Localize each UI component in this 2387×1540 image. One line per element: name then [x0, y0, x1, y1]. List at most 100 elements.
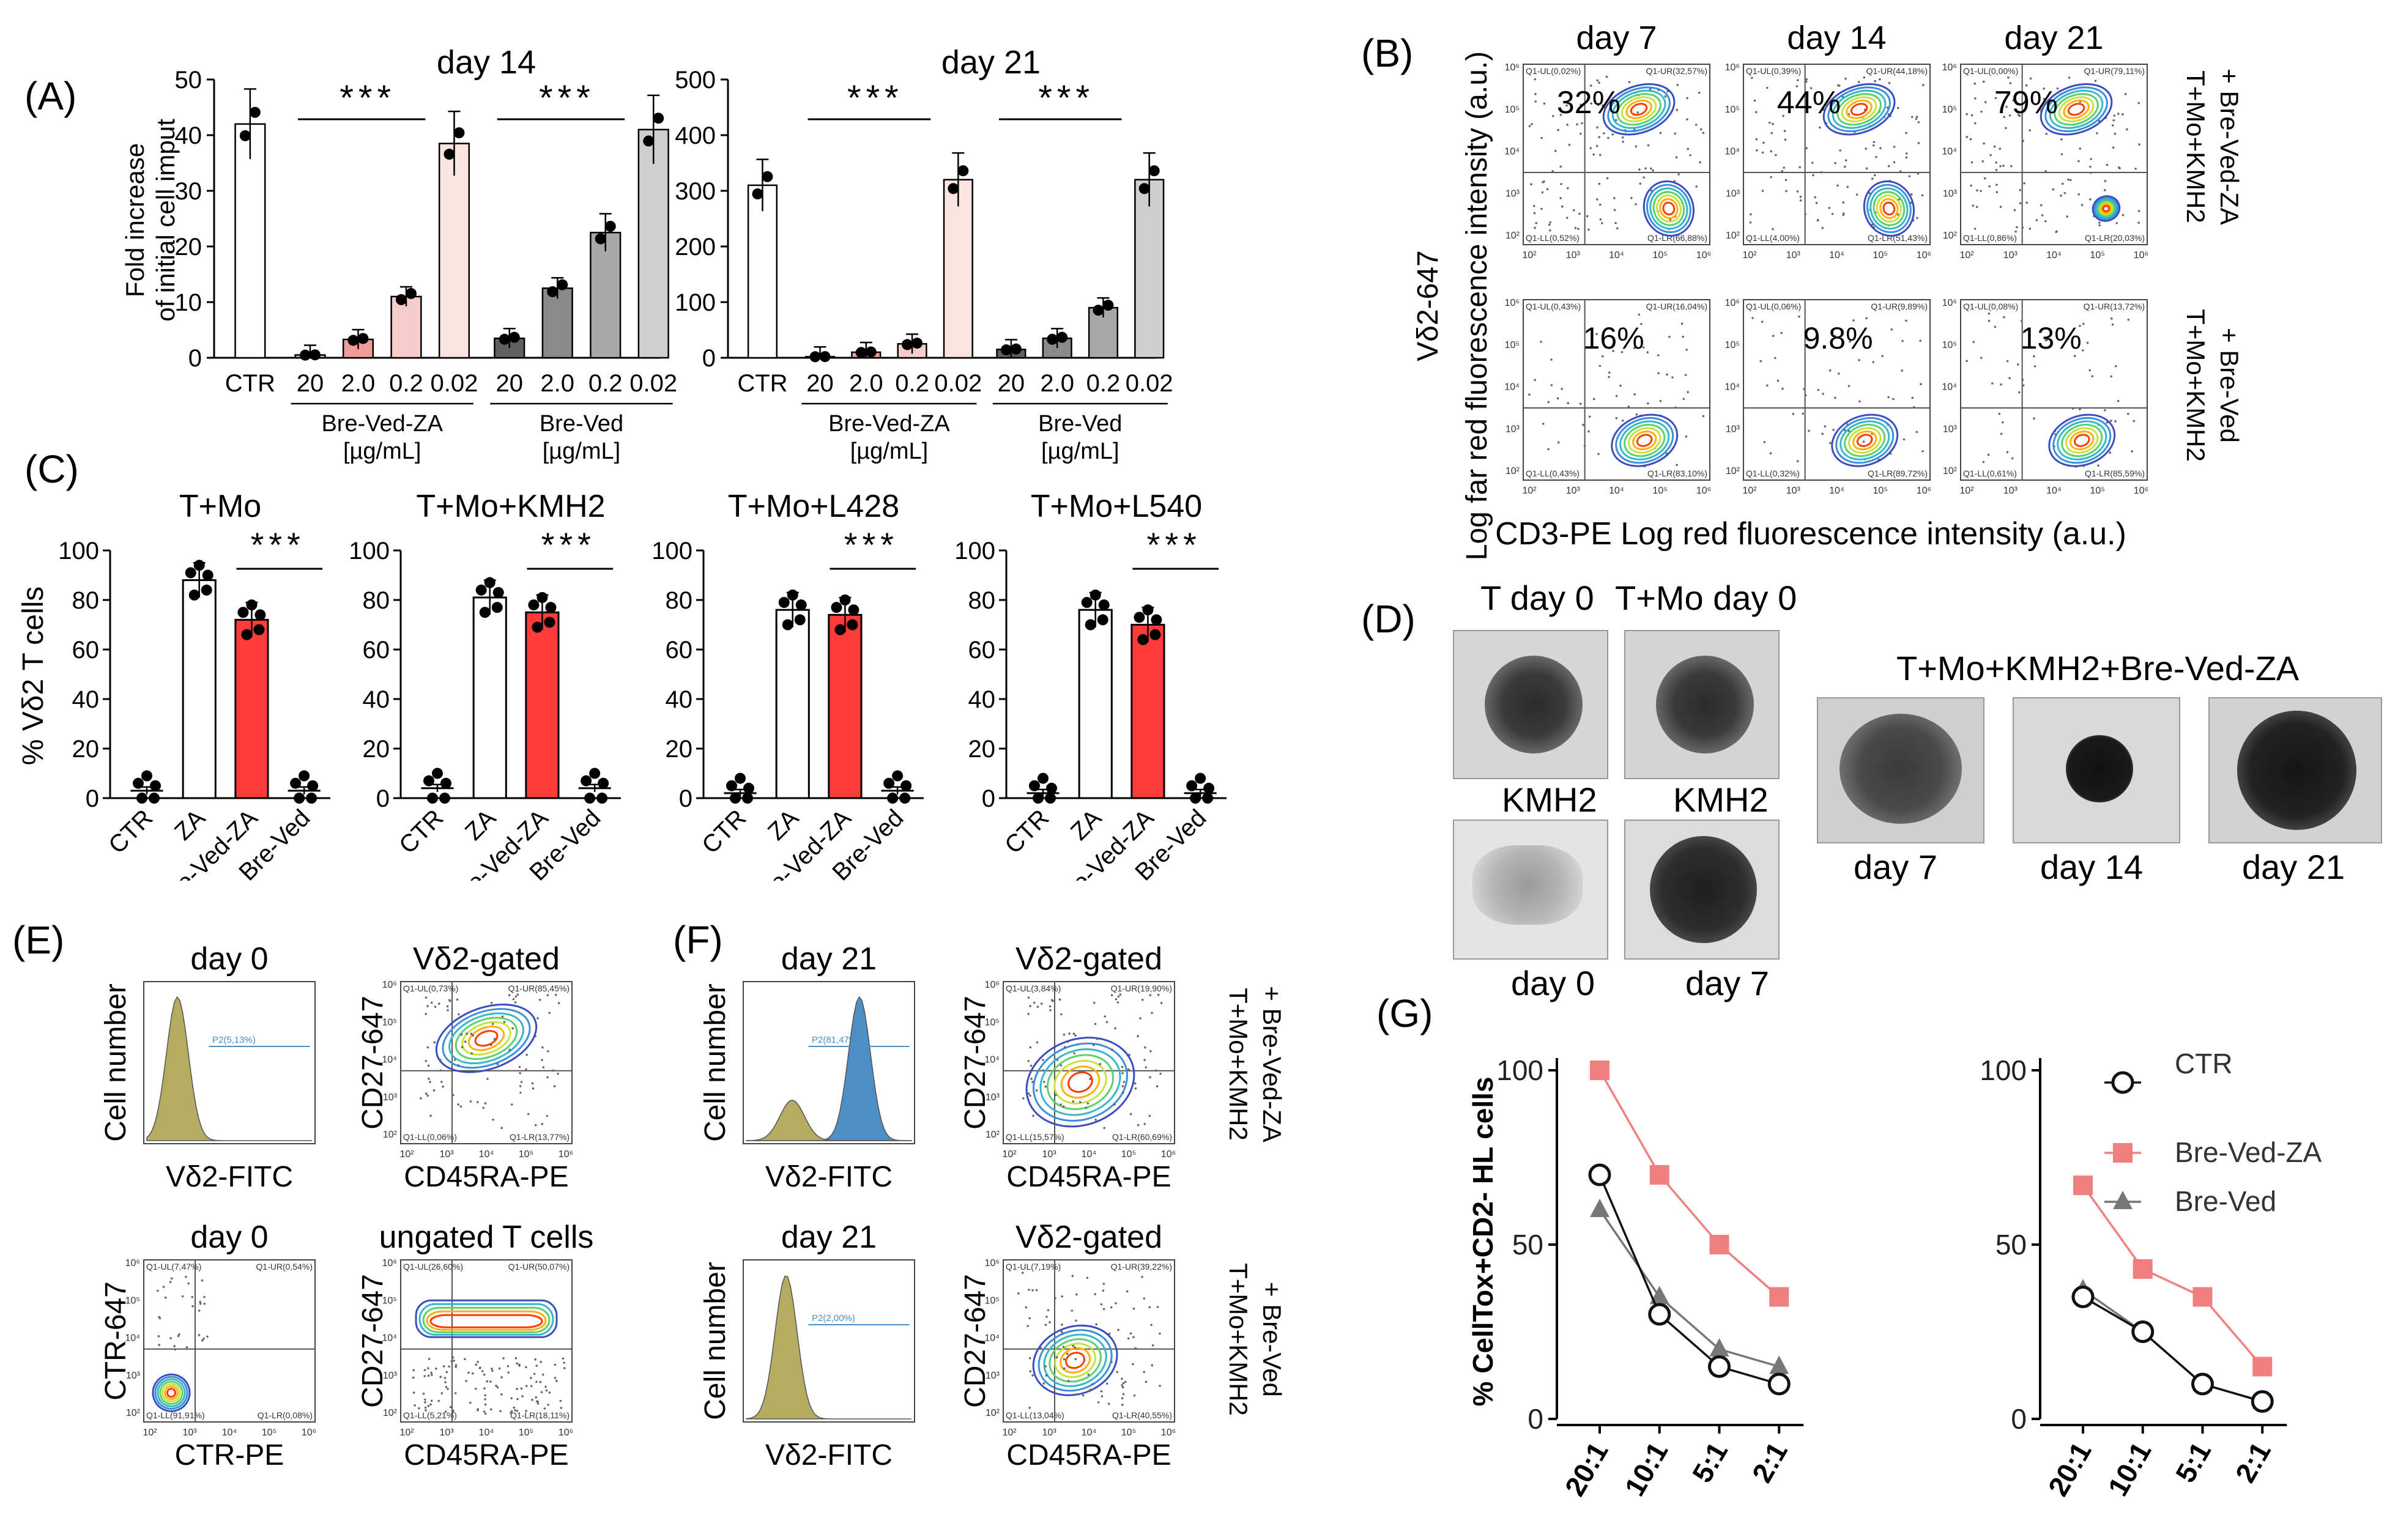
scatter-dot: [2019, 202, 2022, 205]
scatter-dot: [1995, 169, 1998, 171]
c-point: [899, 793, 911, 804]
scatter-dot: [484, 1102, 487, 1105]
scatter-dot: [555, 1380, 558, 1382]
scatter-dot: [1685, 349, 1688, 351]
c-point: [254, 609, 266, 621]
axis-tick-x: 10⁴: [1829, 250, 1844, 261]
sparse-contour: [1043, 1333, 1107, 1387]
scatter-dot: [1695, 185, 1698, 188]
c-y-tick-label: 20: [666, 736, 693, 763]
a-y-tick-label: 30: [175, 178, 202, 205]
scatter-dot: [1060, 1103, 1062, 1106]
scatter-dot: [202, 1338, 205, 1340]
scatter-dot: [1829, 442, 1832, 445]
axis-tick-x: 10⁶: [1161, 1427, 1176, 1438]
scatter-dot: [1766, 384, 1769, 387]
scatter-dot: [2060, 138, 2063, 141]
scatter-dot: [1094, 1023, 1097, 1025]
contour-y-label: CTR-647: [100, 1281, 132, 1401]
scatter-dot: [2060, 194, 2062, 197]
c-point: [1045, 793, 1056, 804]
scatter-dot: [563, 1361, 565, 1364]
ctr-contour: [161, 1383, 181, 1403]
scatter-dot: [1783, 130, 1786, 133]
scatter-dot: [434, 1005, 437, 1008]
axis-tick-x: 10⁶: [559, 1149, 573, 1160]
axis-tick-x: 10²: [1959, 250, 1974, 261]
scatter-dot: [1045, 1374, 1048, 1377]
scatter-dot: [1160, 1002, 1163, 1004]
scatter-dot: [1030, 1078, 1033, 1080]
scatter-dot: [2029, 129, 2032, 131]
a-point: [595, 233, 606, 245]
a-point: [1102, 300, 1114, 311]
b-contour-upper: [1611, 89, 1666, 129]
legend-ctr-label: CTR: [2175, 1048, 2233, 1079]
scatter-dot: [1143, 1059, 1146, 1061]
scatter-dot: [464, 1358, 466, 1361]
scatter-dot: [1099, 1063, 1102, 1065]
scatter-dot: [484, 1397, 486, 1401]
scatter-dot: [1616, 227, 1619, 230]
scatter-dot: [516, 1362, 519, 1365]
scatter-dot: [1872, 361, 1875, 363]
hist-y-label: Cell number: [100, 983, 132, 1142]
scatter-dot: [1994, 325, 1997, 328]
scatter-dot: [2127, 412, 2129, 415]
c-point: [440, 777, 451, 789]
b-contour-upper: [2044, 86, 2108, 133]
c-sig-label: ***: [1147, 525, 1201, 564]
label-combo-day7: day 7: [1854, 848, 1937, 886]
c-point: [306, 793, 317, 804]
axis-tick-y: 10⁶: [1942, 62, 1957, 73]
contour-title: Vδ2-gated: [1015, 1220, 1162, 1255]
c-y-tick-label: 80: [968, 587, 996, 614]
quadrant-lr: Q1-LR(51,43%): [1868, 233, 1928, 243]
scatter-dot: [157, 1335, 160, 1338]
scatter-dot: [1820, 171, 1823, 174]
a-point: [1010, 343, 1022, 355]
scatter-dot: [423, 1375, 426, 1377]
scatter-dot: [516, 993, 519, 996]
scatter-dot: [1966, 136, 1969, 138]
a-y-tick-label: 200: [675, 234, 716, 261]
scatter-dot: [2082, 349, 2084, 352]
scatter-dot: [1597, 103, 1600, 106]
a-x-tick-label: CTR: [225, 370, 275, 397]
a-y-tick-label: 0: [188, 345, 202, 372]
scatter-dot: [203, 1302, 206, 1305]
scatter-dot: [1074, 1034, 1077, 1037]
scatter-dot: [425, 996, 428, 999]
scatter-dot: [1148, 1114, 1151, 1117]
g-y-tick-label: 50: [1995, 1229, 2027, 1261]
axis-tick-y: 10⁵: [125, 1295, 140, 1306]
scatter-dot: [562, 1357, 565, 1360]
b-contour-lower: [1869, 187, 1909, 230]
f-row2-label-2: + Bre-Ved: [1258, 1282, 1286, 1397]
scatter-dot: [1580, 103, 1582, 106]
scatter-dot: [178, 1333, 180, 1336]
a-chart-title: day 21: [941, 44, 1041, 81]
scatter-dot: [1063, 1367, 1066, 1370]
plot-frame: [1003, 981, 1175, 1144]
axis-tick-y: 10⁶: [1725, 62, 1740, 73]
scatter-dot: [1916, 217, 1918, 220]
scatter-dot: [2138, 143, 2140, 146]
scatter-dot: [554, 993, 557, 996]
a-point: [948, 183, 959, 194]
scatter-dot: [542, 1066, 545, 1068]
scatter-dot: [1073, 1052, 1075, 1055]
scatter-dot: [169, 1281, 172, 1283]
scatter-dot: [1581, 122, 1583, 125]
scatter-dot: [2106, 421, 2109, 424]
scatter-dot: [201, 1339, 204, 1342]
axis-tick-x: 10³: [1786, 250, 1801, 261]
scatter-dot: [1674, 132, 1677, 135]
hist-x-label: Vδ2-FITC: [765, 1161, 893, 1193]
cplot-contour: [1025, 1037, 1135, 1128]
quadrant-ur: Q1-UR(44,18%): [1866, 66, 1928, 76]
scatter-dot: [1107, 1402, 1110, 1405]
scatter-dot: [536, 1017, 539, 1020]
scatter-dot: [508, 994, 511, 997]
b-contour-upper: [1841, 96, 1877, 123]
